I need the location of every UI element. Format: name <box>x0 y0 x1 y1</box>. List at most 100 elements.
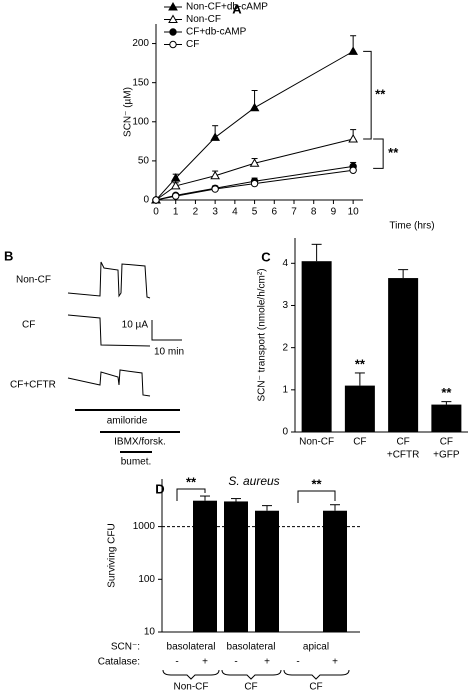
bar <box>431 404 462 432</box>
panel-b <box>67 261 182 453</box>
bracket <box>363 50 372 140</box>
annotation: ** <box>375 87 386 102</box>
scale-bar <box>151 320 182 341</box>
x-tick-label: 4 <box>232 207 238 218</box>
trace-cf-cftr <box>67 369 151 397</box>
legend-label: Non-CF+db-cAMP <box>186 2 268 13</box>
y-tick-label: 0 <box>143 195 149 206</box>
x-tick-label: - <box>234 657 237 668</box>
marker <box>169 28 177 36</box>
x-tick-label: 10 <box>348 207 360 218</box>
marker <box>169 40 177 49</box>
y-tick-label: 100 <box>138 574 155 585</box>
bar <box>193 500 217 632</box>
annotation: ** <box>355 356 366 371</box>
y-tick-label: 100 <box>132 116 149 127</box>
x-tick-label: 7 <box>291 207 297 218</box>
marker <box>211 185 219 193</box>
brace <box>283 669 350 680</box>
marker <box>172 192 180 200</box>
y-axis-label: SCN⁻ (µM) <box>123 87 134 137</box>
scale-label: 10 min <box>154 347 184 358</box>
marker <box>168 1 178 11</box>
panel-letter: D <box>155 481 164 496</box>
y-tick-label: 0 <box>282 427 288 438</box>
bar <box>224 501 248 632</box>
row-label: CF <box>22 320 35 331</box>
row-label: SCN⁻: <box>111 642 140 653</box>
trace-cf <box>67 314 151 347</box>
group-label: apical <box>303 642 329 653</box>
x-tick-label: 6 <box>272 207 278 218</box>
cell-label: Non-CF <box>173 682 208 693</box>
x-tick-label: 8 <box>311 207 317 218</box>
marker <box>152 196 160 204</box>
marker <box>349 166 357 174</box>
cell-label: CF <box>309 682 322 693</box>
y-tick-label: 10 <box>144 627 156 638</box>
x-tick-label: + <box>332 657 338 668</box>
x-tick-label: 3 <box>212 207 218 218</box>
legend-label: Non-CF <box>186 14 221 25</box>
annotation: ** <box>441 385 452 400</box>
y-tick-label: 3 <box>282 300 288 311</box>
y-axis-label: Surviving CFU <box>107 523 118 587</box>
chart-title: S. aureus <box>228 474 279 488</box>
x-tick-label: 5 <box>252 207 258 218</box>
y-tick-label: 4 <box>282 258 288 269</box>
marker <box>210 132 221 141</box>
marker <box>210 170 221 180</box>
y-axis-label: SCN⁻ transport (nmole/h/cm²) <box>257 268 268 401</box>
annotation: ** <box>388 145 399 160</box>
bar <box>323 510 347 632</box>
row-label: CF+CFTR <box>10 380 56 391</box>
x-tick-label: 1 <box>173 207 179 218</box>
brace <box>221 669 282 680</box>
annotation: ** <box>186 474 197 489</box>
cell-label: CF <box>244 682 257 693</box>
y-tick-label: 150 <box>132 77 149 88</box>
panel-letter: A <box>232 1 242 16</box>
x-axis-label: Time (hrs) <box>389 221 434 232</box>
x-tick-label: +CFTR <box>387 450 420 461</box>
bar <box>344 385 375 432</box>
row-label: Non-CF <box>16 275 51 286</box>
group-label: basolateral <box>167 642 216 653</box>
x-tick-label: 9 <box>331 207 337 218</box>
y-tick-label: 50 <box>138 156 150 167</box>
x-tick-label: CF <box>396 437 409 448</box>
x-tick-label: Non-CF <box>299 437 334 448</box>
x-tick-label: CF <box>353 437 366 448</box>
x-tick-label: - <box>296 657 299 668</box>
marker <box>250 179 259 188</box>
x-tick-label: +GFP <box>433 450 460 461</box>
panel-letter: C <box>261 249 271 264</box>
series-line <box>155 138 354 201</box>
bracket <box>176 488 206 501</box>
marker <box>348 46 359 55</box>
y-tick-label: 1000 <box>133 521 156 532</box>
y-tick-label: 2 <box>282 342 288 353</box>
legend-label: CF+db-cAMP <box>186 27 247 38</box>
bar <box>255 510 279 632</box>
bar <box>301 261 332 432</box>
drug-label: amiloride <box>107 416 148 427</box>
x-tick-label: + <box>202 657 208 668</box>
x-tick-label: - <box>175 657 178 668</box>
trace-non-cf <box>67 261 151 299</box>
y-tick-label: 200 <box>132 38 149 49</box>
group-label: basolateral <box>227 642 276 653</box>
marker <box>170 180 181 190</box>
annotation: ** <box>311 476 322 491</box>
x-tick-label: + <box>264 657 270 668</box>
drug-label: IBMX/forsk. <box>114 437 166 448</box>
marker <box>249 158 260 167</box>
marker <box>249 102 260 112</box>
scale-label: 10 µA <box>122 320 149 331</box>
x-tick-label: 0 <box>153 207 159 218</box>
marker <box>348 133 359 143</box>
panel-letter: B <box>4 248 13 263</box>
x-tick-label: CF <box>440 437 453 448</box>
bar <box>388 278 419 432</box>
